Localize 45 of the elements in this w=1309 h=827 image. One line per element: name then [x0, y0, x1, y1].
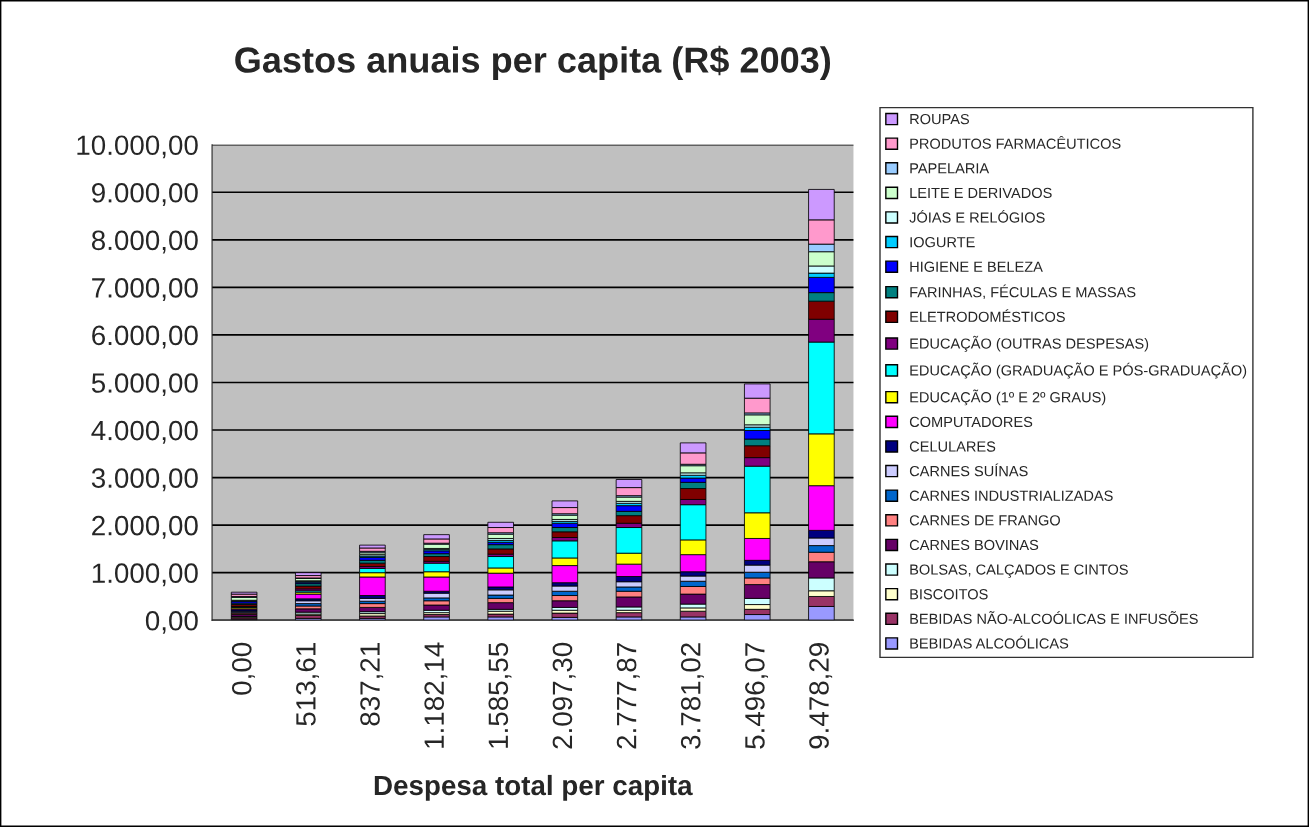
y-tick-label: 9.000,00 [92, 182, 198, 206]
legend-label: ELETRODOMÉSTICOS [910, 309, 1065, 322]
legend-label: BEBIDAS ALCOÓLICAS [910, 635, 1069, 649]
legend-label: BEBIDAS NÃO-ALCOÓLICAS E INFUSÕES [910, 611, 1198, 625]
legend-label: HIGIENE E BELEZA [910, 261, 1043, 272]
y-tick-label: 6.000,00 [92, 325, 198, 349]
legend-label: JÓIAS E RELÓGIOS [909, 209, 1045, 223]
legend-label: CARNES SUÍNAS [909, 463, 1028, 477]
x-tick-label: 3.781,02 [680, 643, 704, 749]
x-tick-label: 2.097,30 [552, 642, 576, 749]
legend-label: BISCOITOS [910, 589, 988, 600]
x-tick-label: 1.182,14 [424, 642, 448, 748]
y-tick-label: 3.000,00 [91, 468, 198, 492]
legend-label: ROUPAS [910, 113, 970, 125]
x-tick-label: 513,61 [296, 643, 320, 726]
y-tick-label: 8.000,00 [91, 230, 198, 254]
y-tick-label: 7.000,00 [92, 278, 198, 301]
y-tick-label: 5.000,00 [91, 373, 198, 397]
legend-label: CARNES DE FRANGO [909, 515, 1060, 526]
x-tick-label: 9.478,29 [809, 643, 833, 749]
legend-label: CARNES BOVINAS [909, 539, 1039, 551]
x-tick-label: 5.496,07 [745, 643, 768, 749]
legend-label: COMPUTADORES [909, 416, 1033, 428]
y-tick-label: 1.000,00 [92, 563, 198, 587]
y-tick-label: 10.000,00 [77, 135, 198, 159]
legend-label: EDUCAÇÃO (OUTRAS DESPESAS) [910, 335, 1149, 352]
y-tick-label: 2.000,00 [92, 515, 198, 539]
x-tick-label: 0,00 [231, 642, 255, 695]
x-tick-label: 1.585,55 [488, 642, 512, 748]
legend-label: EDUCAÇÃO (1º E 2º GRAUS) [910, 389, 1106, 406]
legend-label: LEITE E DERIVADOS [910, 187, 1052, 199]
legend-label: CARNES INDUSTRIALIZADAS [909, 490, 1113, 501]
chart-title: Gastos anuais per capita (R$ 2003) [235, 45, 831, 80]
legend-label: IOGURTE [910, 236, 975, 248]
x-tick-label: 2.777,87 [616, 643, 640, 749]
x-tick-label: 837,21 [360, 643, 384, 726]
legend-label: BOLSAS, CALÇADOS E CINTOS [910, 564, 1128, 578]
y-tick-label: 4.000,00 [91, 420, 198, 444]
legend-label: EDUCAÇÃO (GRADUAÇÃO E PÓS-GRADUAÇÃO) [910, 362, 1247, 379]
legend-label: FARINHAS, FÉCULAS E MASSAS [910, 284, 1136, 300]
y-tick-label: 0,00 [145, 610, 198, 634]
legend-label: CELULARES [909, 441, 996, 452]
x-axis-title: Despesa total per capita [374, 774, 693, 801]
legend-label: PAPELARIA [910, 163, 990, 174]
legend-label: PRODUTOS FARMACÊUTICOS [910, 135, 1121, 149]
